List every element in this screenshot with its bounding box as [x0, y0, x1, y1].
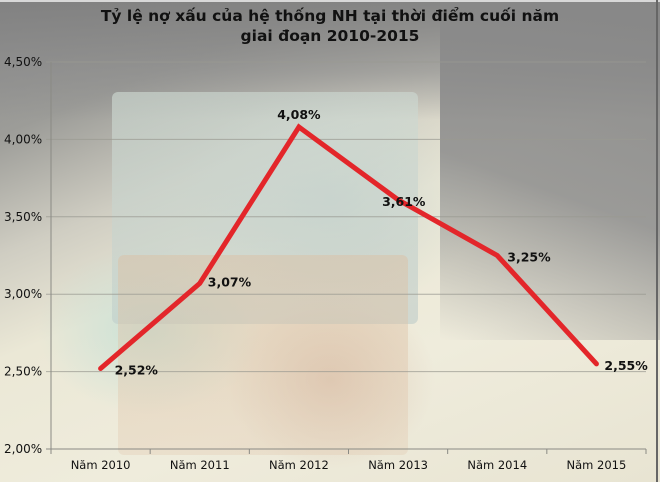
y-tick-label: 2,00% — [4, 442, 42, 456]
chart-title: Tỷ lệ nợ xấu của hệ thống NH tại thời đi… — [0, 6, 660, 46]
data-label: 3,25% — [507, 250, 551, 265]
chart-title-line-1: Tỷ lệ nợ xấu của hệ thống NH tại thời đi… — [100, 7, 560, 25]
data-label: 3,07% — [208, 274, 252, 289]
background-shade-right — [440, 0, 660, 340]
x-tick-label: Năm 2015 — [567, 458, 627, 472]
x-tick-label: Năm 2010 — [71, 458, 131, 472]
x-tick-label: Năm 2013 — [368, 458, 428, 472]
x-tick-label: Năm 2014 — [467, 458, 527, 472]
y-tick-label: 4,00% — [4, 132, 42, 146]
data-label: 3,61% — [382, 194, 426, 209]
y-tick-label: 4,50% — [4, 55, 42, 69]
y-tick-label: 3,00% — [4, 287, 42, 301]
data-label: 4,08% — [277, 107, 321, 122]
series-line — [98, 123, 599, 372]
background-banknote-stack — [112, 92, 418, 324]
data-label: 2,55% — [604, 358, 648, 373]
y-tick-label: 2,50% — [4, 365, 42, 379]
gridlines — [46, 61, 646, 373]
x-axis-ticks: Năm 2010 Năm 2011 Năm 2012 Năm 2013 Năm 2014… — [50, 449, 647, 472]
x-tick-label: Năm 2011 — [170, 458, 230, 472]
data-label: 2,52% — [115, 363, 159, 378]
data-labels: 2,52% 3,07% 4,08% 3,61% 3,25% 2,55% — [115, 107, 649, 377]
x-tick-label: Năm 2012 — [269, 458, 329, 472]
y-axis-ticks: 4,50% 4,00% 3,50% 3,00% 2,50% 2,00% — [4, 55, 42, 456]
y-tick-label: 3,50% — [4, 210, 42, 224]
frame-top-edge — [0, 0, 660, 2]
background-banknote-stack-lower — [118, 255, 408, 455]
chart-title-line-2: giai đoạn 2010-2015 — [240, 27, 420, 45]
frame-right-edge — [656, 0, 658, 482]
